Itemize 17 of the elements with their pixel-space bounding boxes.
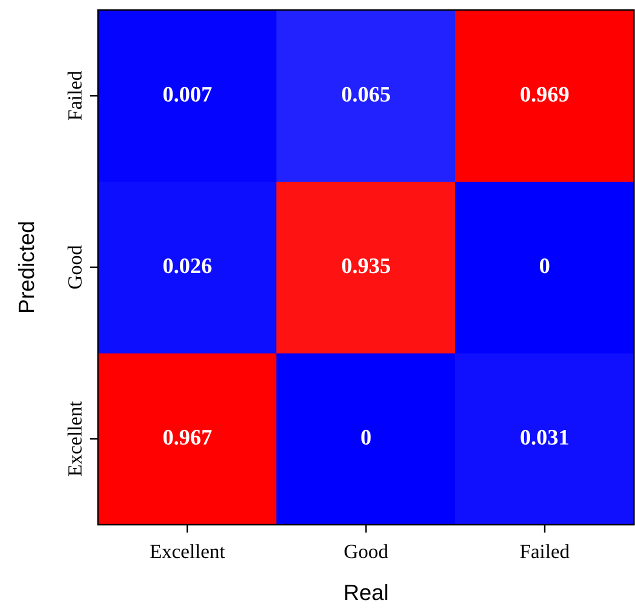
data-label: 0 <box>360 424 372 450</box>
y-tick-label: Failed <box>64 70 86 121</box>
data-label: 0.007 <box>162 81 212 106</box>
data-label: 0.935 <box>341 252 391 278</box>
y-tick-label: Excellent <box>64 400 86 477</box>
data-label: 0.065 <box>341 81 391 106</box>
data-label: 0 <box>539 252 550 278</box>
y-tick-label: Good <box>64 245 86 290</box>
x-axis-title: Real <box>343 580 389 605</box>
data-label: 0.026 <box>162 252 212 278</box>
data-label: 0.969 <box>520 81 570 106</box>
x-tick-label: Failed <box>520 540 570 563</box>
x-tick-label: Excellent <box>150 540 226 563</box>
data-label: 0.031 <box>520 424 570 450</box>
x-tick-label: Good <box>344 540 388 563</box>
data-label: 0.967 <box>162 424 212 450</box>
y-axis-title: Predicted <box>14 220 40 314</box>
